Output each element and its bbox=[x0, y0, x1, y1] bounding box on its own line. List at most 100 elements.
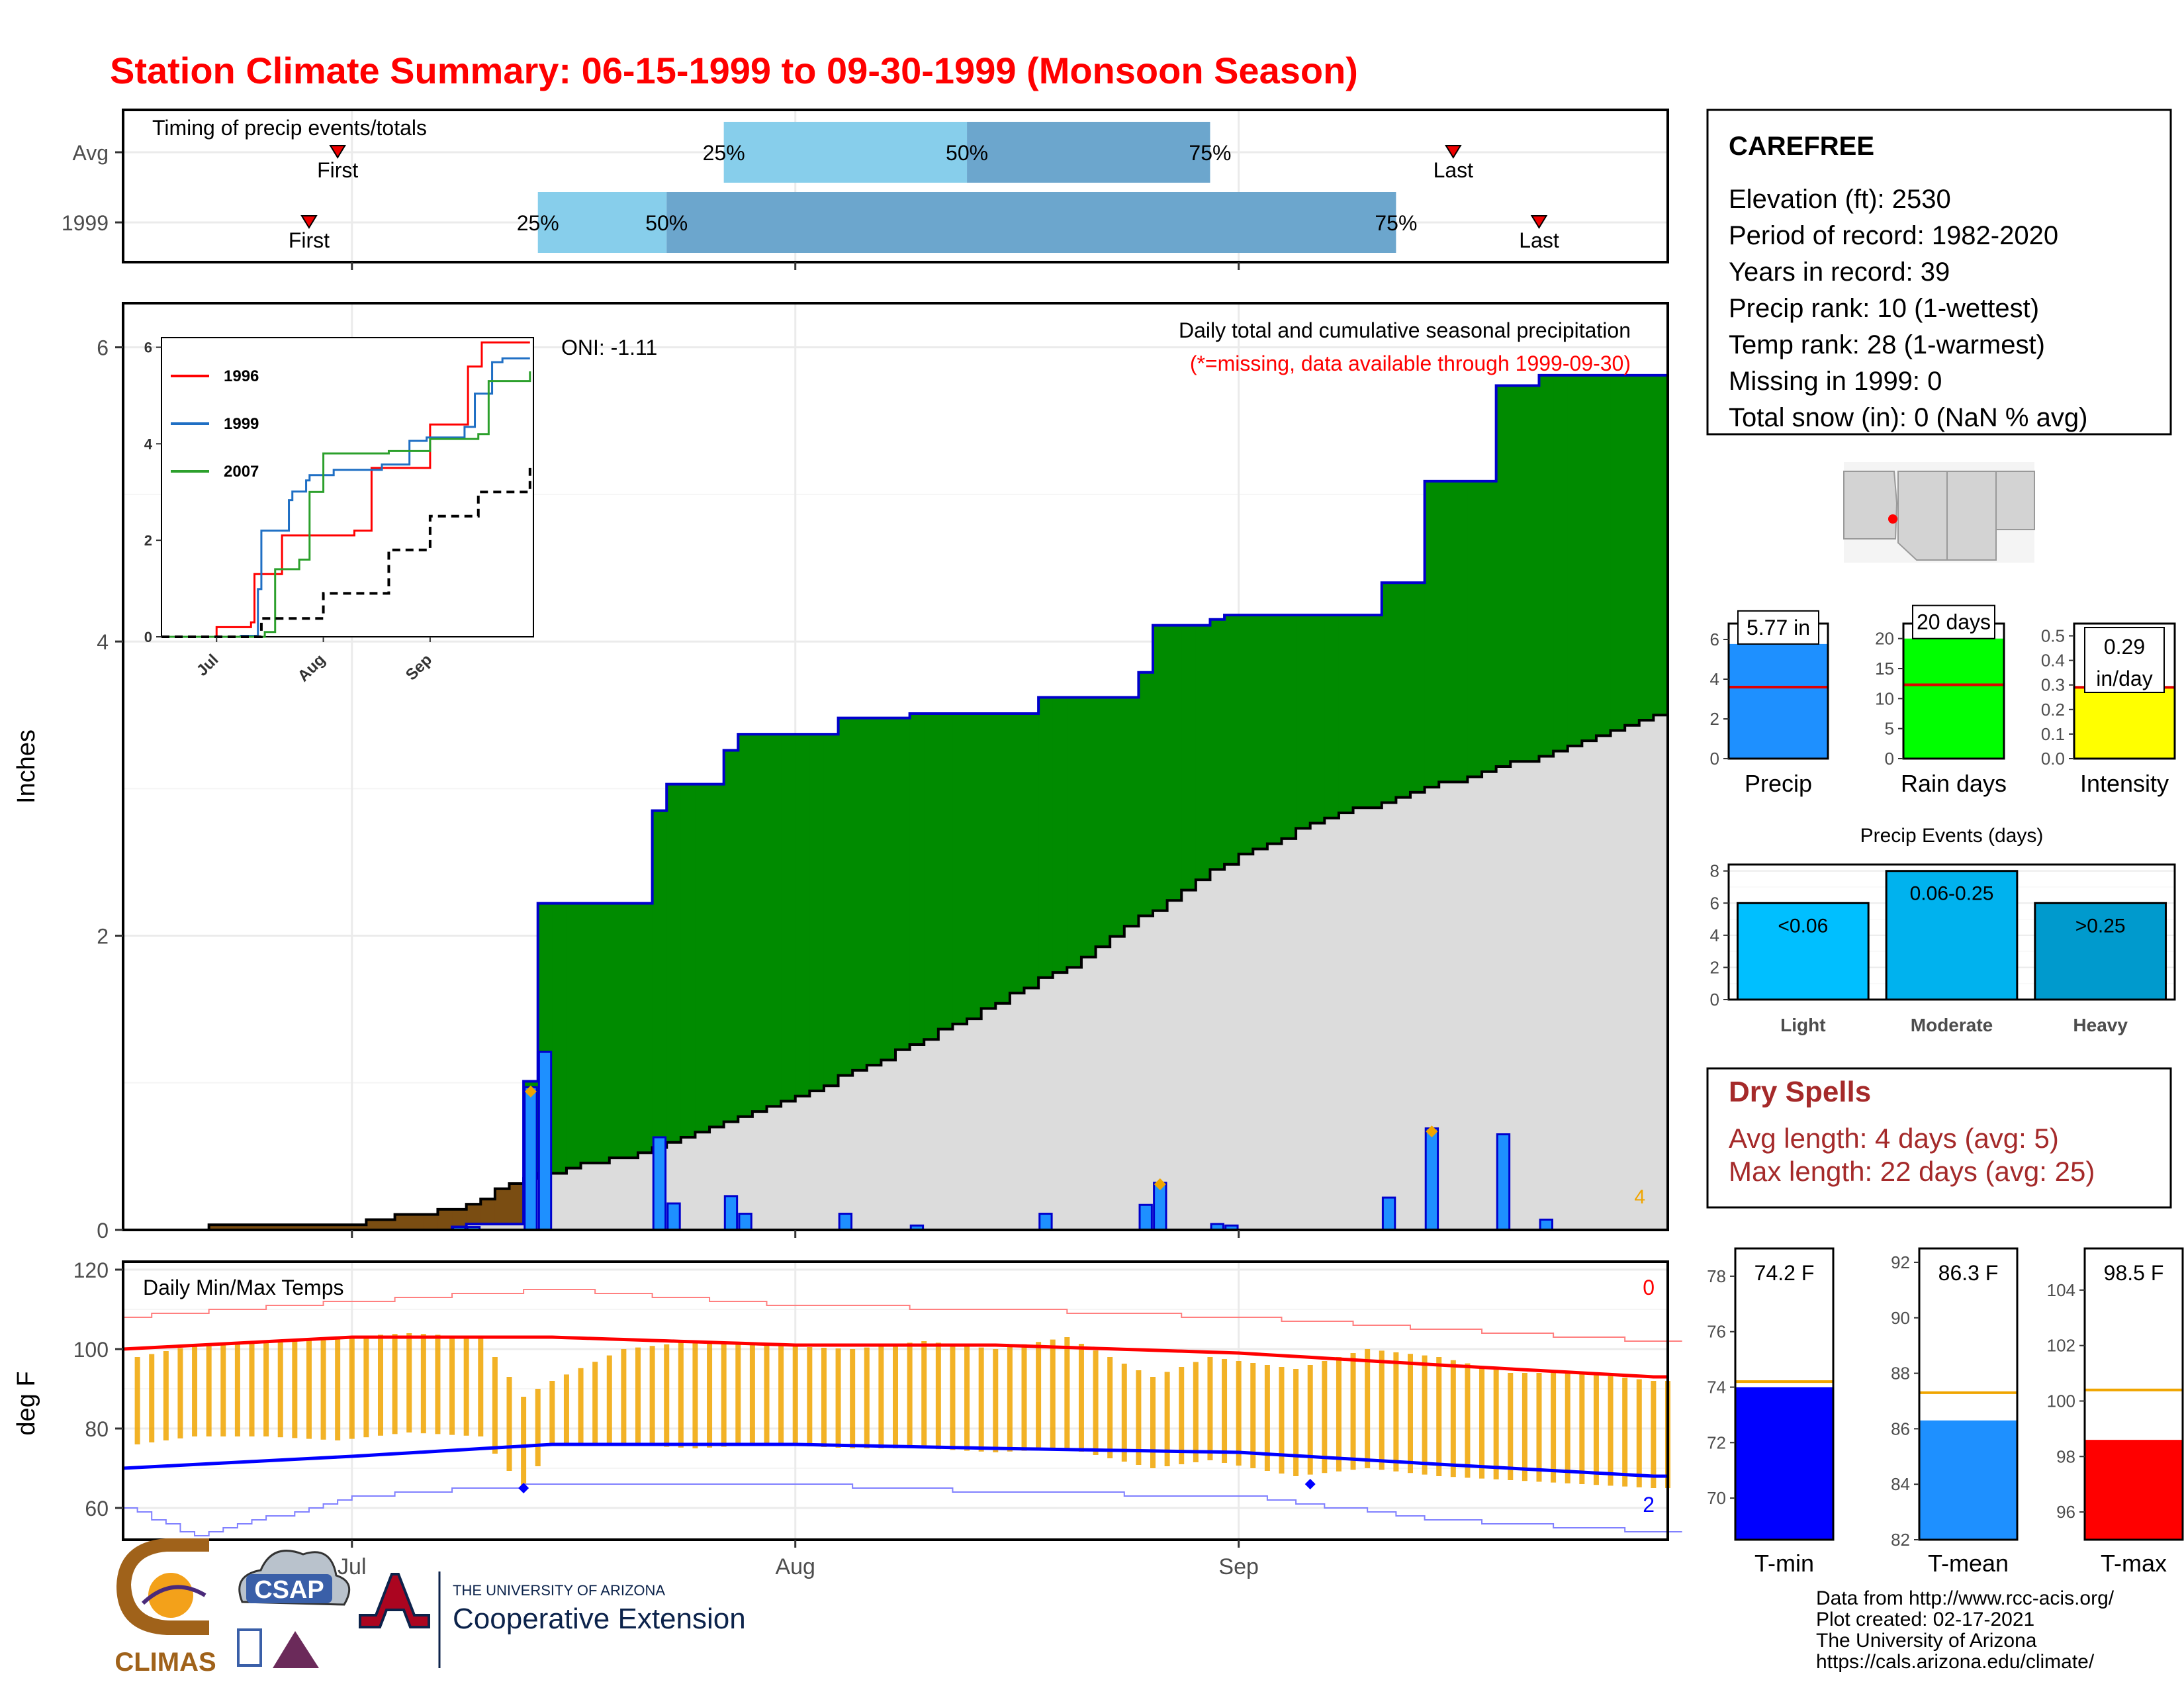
daily-temp-range-bar bbox=[1450, 1360, 1456, 1477]
deficit-area bbox=[323, 1225, 338, 1230]
daily-temp-range-bar bbox=[320, 1338, 326, 1440]
ua-small-text: THE UNIVERSITY OF ARIZONA bbox=[453, 1582, 665, 1599]
first-event-label: First bbox=[289, 228, 330, 252]
event-bar bbox=[1885, 870, 2019, 1001]
deficit-area bbox=[466, 1204, 481, 1225]
daily-precip-bar bbox=[652, 1136, 667, 1231]
map-state-west bbox=[1843, 471, 1898, 539]
daily-temp-range-bar bbox=[392, 1334, 398, 1434]
csap-bars-icon bbox=[237, 1628, 262, 1667]
inset-series-line bbox=[161, 357, 530, 638]
daily-temp-range-bar bbox=[1465, 1363, 1471, 1478]
deficit-area bbox=[223, 1225, 238, 1230]
flagged-day-marker bbox=[1426, 1125, 1438, 1138]
climas-sun-icon bbox=[148, 1573, 193, 1618]
value-label: 20 days bbox=[1917, 610, 1991, 634]
surplus-area bbox=[1539, 375, 1554, 757]
first-event-marker bbox=[329, 145, 346, 159]
first-event-marker bbox=[300, 215, 318, 229]
temp-bar bbox=[1919, 1420, 2017, 1540]
row-label: Avg bbox=[72, 141, 109, 165]
first-event-label: First bbox=[317, 158, 358, 182]
daily-temp-range-bar bbox=[993, 1349, 999, 1452]
side-bar-tick: 2 bbox=[1710, 709, 1719, 729]
station-info-line: Years in record: 39 bbox=[1729, 258, 1950, 287]
daily-temp-range-bar bbox=[1579, 1373, 1585, 1484]
daily-temp-range-bar bbox=[1422, 1355, 1428, 1475]
surplus-area bbox=[1267, 615, 1283, 844]
daily-temp-range-bar bbox=[921, 1341, 927, 1448]
daily-precip-bar bbox=[1496, 1133, 1511, 1231]
value-label: 74.2 F bbox=[1754, 1261, 1815, 1285]
surplus-area bbox=[881, 718, 896, 1060]
surplus-area bbox=[1038, 697, 1054, 978]
daily-precip-bar bbox=[1424, 1127, 1439, 1231]
figure-title: Station Climate Summary: 06-15-1999 to 0… bbox=[110, 50, 1358, 91]
csap-logo-text: CSAP bbox=[254, 1576, 324, 1604]
surplus-area bbox=[795, 734, 810, 1096]
panel-border bbox=[122, 109, 1669, 263]
daily-temp-range-bar bbox=[192, 1345, 198, 1436]
inset-y-tick: 2 bbox=[144, 532, 152, 549]
temp-panel: 60 80 100 120 Jul Aug Sep deg F Daily Min/Max Te… bbox=[13, 1258, 1682, 1579]
record-high-count: 0 bbox=[1643, 1276, 1655, 1299]
total-bar bbox=[1903, 638, 2004, 759]
side-bar-tick: 0 bbox=[1885, 749, 1894, 769]
temp-bar-tick: 92 bbox=[1891, 1252, 1910, 1272]
event-category: Moderate bbox=[1911, 1015, 1993, 1035]
surplus-area bbox=[1482, 481, 1497, 772]
event-bar bbox=[2034, 902, 2167, 1001]
dry-spells-title: Dry Spells bbox=[1729, 1076, 1871, 1108]
daily-precip-bar bbox=[537, 1051, 553, 1231]
value-label-unit: in/day bbox=[2096, 667, 2152, 690]
side-bar-tick: 0.0 bbox=[2041, 749, 2065, 769]
daily-temp-range-bar bbox=[363, 1335, 369, 1438]
daily-temp-range-bar bbox=[807, 1347, 813, 1446]
last-event-marker bbox=[1445, 145, 1462, 159]
credits: Data from http://www.rcc-acis.org/Plot c… bbox=[1816, 1587, 2115, 1673]
y-axis-title: deg F bbox=[13, 1371, 40, 1435]
daily-temp-range-bar bbox=[134, 1357, 140, 1444]
deficit-area bbox=[338, 1225, 353, 1230]
temp-bar-tick: 86 bbox=[1891, 1419, 1910, 1438]
season-totals-bars: 0 2 4 6 5.77 in Precip 0 5 10 15 20 20 days Rain day… bbox=[1710, 604, 2176, 797]
surplus-area bbox=[595, 903, 610, 1163]
surplus-area bbox=[1424, 481, 1439, 788]
daily-temp-range-bar bbox=[1350, 1353, 1356, 1470]
flagged-day-marker bbox=[524, 1085, 537, 1098]
tmax-record-line bbox=[123, 1289, 1682, 1342]
daily-temp-range-bar bbox=[878, 1346, 884, 1448]
daily-temp-range-bar bbox=[1307, 1365, 1313, 1475]
timing-panel: 25% 50% 75% First Last Avg 25% 50% 75% First Last 1… bbox=[62, 109, 1669, 270]
surplus-area bbox=[1639, 375, 1654, 720]
inset-series-line bbox=[161, 341, 530, 638]
side-bar-tick: 5 bbox=[1885, 719, 1894, 739]
deficit-area bbox=[423, 1214, 439, 1230]
quartile-bar-q1 bbox=[723, 122, 968, 183]
climas-logo-text: CLIMAS bbox=[114, 1648, 216, 1677]
surplus-area bbox=[695, 784, 710, 1133]
last-event-label: Last bbox=[1519, 228, 1559, 252]
total-bar bbox=[1729, 643, 1828, 759]
surplus-area bbox=[1009, 714, 1025, 994]
side-bar-label: Rain days bbox=[1901, 770, 2007, 797]
temp-bar bbox=[2085, 1440, 2183, 1540]
map-state-arizona bbox=[1897, 471, 1948, 561]
logos: CLIMAS CSAP THE UNIVERSITY OF ARIZONA Coope… bbox=[114, 1538, 746, 1677]
daily-temp-range-bar bbox=[249, 1342, 255, 1436]
daily-temp-range-bar bbox=[449, 1335, 455, 1435]
value-label-box bbox=[1912, 604, 1995, 639]
daily-temp-range-bar bbox=[234, 1342, 240, 1436]
surplus-area bbox=[566, 903, 582, 1168]
deficit-area bbox=[266, 1225, 281, 1230]
side-bar-tick: 6 bbox=[1710, 630, 1719, 649]
surplus-area bbox=[1567, 375, 1582, 746]
y-tick-label: 100 bbox=[73, 1338, 109, 1362]
daily-temp-range-bar bbox=[592, 1362, 598, 1444]
bar-panel-border bbox=[2073, 622, 2176, 760]
panel-border bbox=[1727, 863, 2176, 1001]
daily-temp-range-bar bbox=[964, 1346, 970, 1451]
temp-bar-tick: 102 bbox=[2047, 1336, 2075, 1356]
side-bar-tick: 10 bbox=[1875, 688, 1894, 708]
daily-temp-range-bar bbox=[220, 1343, 226, 1436]
